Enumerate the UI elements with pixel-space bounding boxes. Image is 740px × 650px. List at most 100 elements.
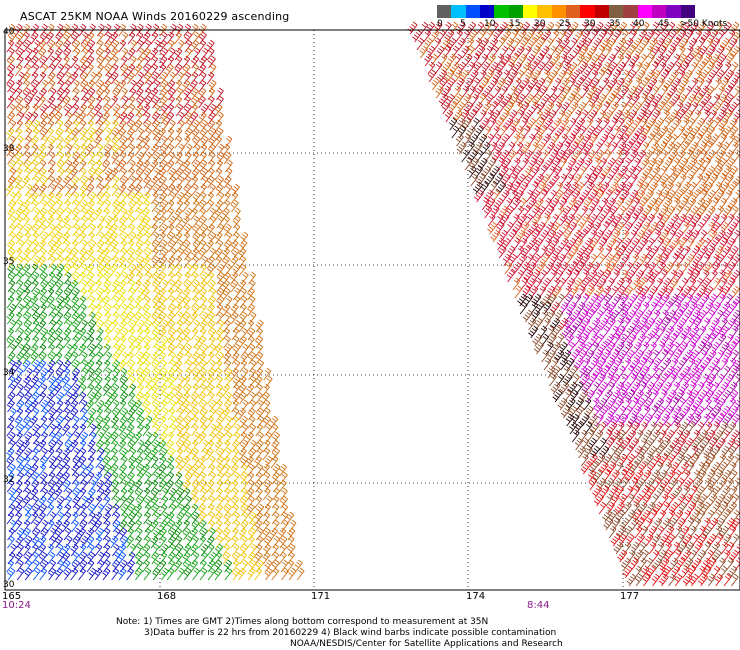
wind-barb bbox=[159, 359, 167, 373]
wind-barb bbox=[32, 359, 41, 373]
wind-barb bbox=[78, 343, 87, 357]
wind-barb bbox=[197, 95, 206, 109]
wind-barb bbox=[247, 327, 256, 341]
wind-barb bbox=[136, 495, 145, 509]
wind-barb bbox=[128, 87, 137, 101]
wind-barb bbox=[167, 79, 176, 93]
wind-barb bbox=[655, 157, 664, 171]
wind-barb bbox=[183, 559, 192, 573]
wind-barb bbox=[586, 181, 595, 195]
wind-barb bbox=[716, 45, 725, 59]
wind-barb bbox=[547, 93, 559, 107]
wind-barb bbox=[214, 367, 223, 381]
wind-barb bbox=[78, 503, 87, 517]
wind-barb bbox=[190, 23, 199, 37]
wind-barb bbox=[64, 287, 73, 301]
wind-barb bbox=[70, 511, 79, 525]
wind-barb bbox=[86, 31, 95, 45]
wind-barb bbox=[571, 349, 580, 363]
wind-barb bbox=[70, 247, 79, 261]
wind-barb bbox=[173, 559, 183, 573]
wind-barb bbox=[626, 309, 637, 323]
wind-barb bbox=[157, 167, 167, 181]
wind-barb bbox=[181, 391, 191, 405]
wind-barb bbox=[540, 293, 551, 307]
wind-barb bbox=[520, 37, 529, 51]
wind-barb bbox=[152, 423, 161, 437]
wind-barb bbox=[48, 463, 57, 477]
wind-barb bbox=[232, 295, 241, 309]
wind-barb bbox=[169, 247, 177, 261]
wind-barb bbox=[573, 93, 582, 107]
wind-barb bbox=[39, 175, 49, 189]
wind-barb bbox=[696, 485, 706, 499]
wind-barb bbox=[54, 47, 63, 61]
wind-barb bbox=[270, 423, 279, 437]
wind-barb bbox=[679, 133, 688, 147]
wind-barb bbox=[526, 189, 534, 203]
wind-barb bbox=[247, 351, 257, 365]
wind-barb bbox=[685, 45, 694, 59]
wind-barb bbox=[653, 517, 663, 531]
wind-barb bbox=[175, 463, 184, 477]
wind-barb bbox=[40, 23, 48, 37]
wind-barb bbox=[478, 37, 489, 51]
wind-barb bbox=[86, 215, 95, 229]
wind-barb bbox=[71, 207, 80, 221]
wind-barb bbox=[599, 445, 610, 459]
wind-barb bbox=[551, 285, 562, 299]
wind-barb bbox=[560, 237, 569, 251]
wind-barb bbox=[238, 375, 247, 389]
wind-barb bbox=[578, 333, 589, 347]
wind-barb bbox=[78, 103, 88, 117]
wind-barb bbox=[191, 183, 199, 197]
note-line-3: NOAA/NESDIS/Center for Satellite Applica… bbox=[290, 639, 563, 649]
wind-barb bbox=[712, 485, 721, 499]
wind-barb bbox=[477, 29, 486, 43]
wind-barb bbox=[208, 247, 217, 261]
wind-barb bbox=[697, 141, 708, 155]
wind-barb bbox=[103, 103, 112, 117]
wind-barb bbox=[288, 567, 297, 581]
wind-barb bbox=[618, 37, 627, 51]
wind-barb bbox=[664, 221, 675, 235]
wind-barb bbox=[47, 551, 56, 565]
wind-barb bbox=[17, 71, 25, 85]
wind-barb bbox=[635, 573, 644, 587]
wind-barb bbox=[555, 189, 564, 203]
wind-barb bbox=[573, 237, 584, 251]
wind-barb bbox=[206, 479, 215, 493]
wind-barb bbox=[492, 69, 503, 83]
wind-barb bbox=[630, 357, 641, 371]
wind-barb bbox=[676, 477, 685, 491]
wind-barb bbox=[230, 367, 239, 381]
wind-barb bbox=[571, 189, 581, 203]
wind-barb bbox=[216, 223, 225, 237]
wind-barb bbox=[190, 487, 199, 501]
wind-barb bbox=[215, 399, 223, 413]
wind-barb bbox=[731, 285, 740, 299]
wind-barb bbox=[705, 453, 716, 467]
wind-barb bbox=[714, 573, 724, 587]
wind-barb bbox=[103, 431, 113, 445]
wind-barb bbox=[703, 445, 714, 459]
wind-barb bbox=[110, 239, 119, 253]
wind-barb bbox=[262, 399, 271, 413]
wind-barb bbox=[126, 495, 135, 509]
wind-barb bbox=[144, 431, 153, 445]
wind-barb bbox=[15, 95, 24, 109]
cb-label-50: >50 Knots bbox=[680, 19, 728, 29]
wind-barb bbox=[120, 327, 129, 341]
wind-barb bbox=[654, 221, 665, 235]
wind-barb bbox=[126, 351, 134, 365]
wind-barb bbox=[559, 341, 568, 355]
wind-barb bbox=[731, 493, 740, 507]
wind-barb bbox=[32, 207, 41, 221]
wind-barb bbox=[556, 333, 565, 347]
wind-barb bbox=[120, 511, 129, 525]
wind-barb bbox=[533, 341, 544, 355]
wind-barb bbox=[549, 173, 560, 187]
wind-barb bbox=[61, 471, 70, 485]
wind-barb bbox=[206, 175, 215, 189]
note-line-1: Note: 1) Times are GMT 2)Times along bot… bbox=[116, 617, 489, 627]
